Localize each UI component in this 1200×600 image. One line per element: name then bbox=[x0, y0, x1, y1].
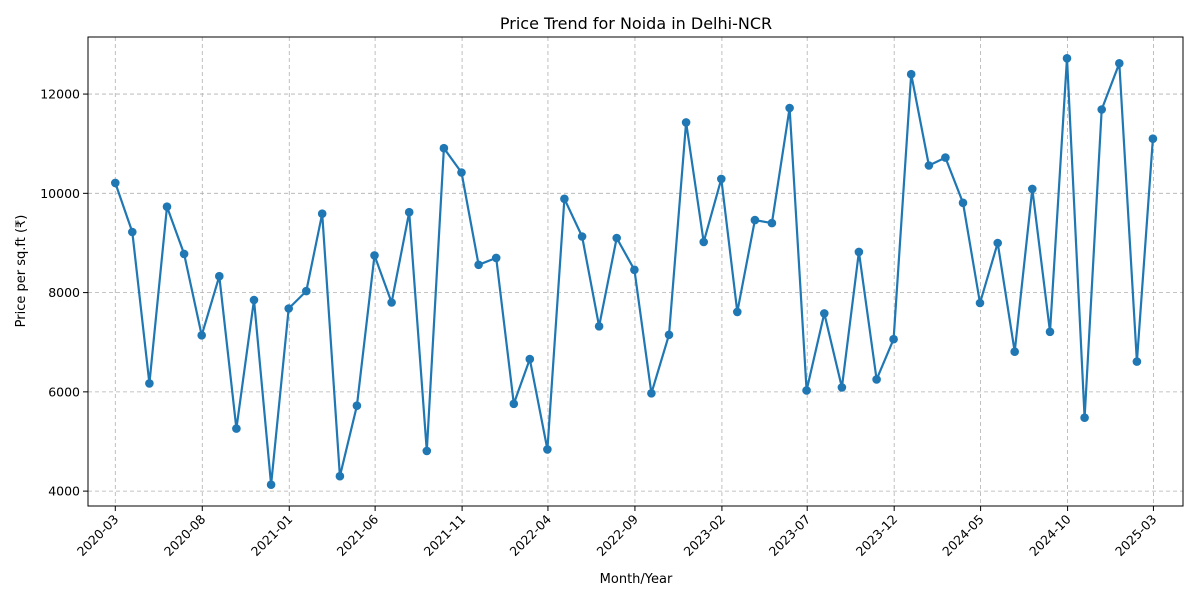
data-point bbox=[352, 401, 362, 411]
x-tick-label: 2020-08 bbox=[161, 511, 209, 559]
x-tick-label: 2024-05 bbox=[939, 512, 987, 560]
data-point bbox=[681, 118, 691, 127]
y-tick-label: 10000 bbox=[40, 186, 80, 201]
data-point bbox=[733, 307, 742, 317]
series-layer bbox=[111, 54, 1158, 490]
data-point bbox=[560, 194, 569, 204]
data-point bbox=[577, 232, 587, 241]
x-tick-label: 2021-06 bbox=[334, 511, 382, 559]
data-point bbox=[543, 445, 552, 454]
data-point bbox=[889, 334, 898, 344]
data-point bbox=[1148, 134, 1158, 143]
x-tick-label: 2023-02 bbox=[680, 512, 728, 560]
x-axis-title: Month/Year bbox=[600, 572, 673, 587]
y-tick-label: 12000 bbox=[40, 87, 80, 102]
data-point bbox=[699, 237, 708, 247]
data-point bbox=[594, 322, 604, 331]
data-point bbox=[958, 198, 968, 208]
data-point bbox=[717, 174, 726, 184]
data-point bbox=[854, 247, 864, 257]
data-point bbox=[474, 260, 483, 270]
data-point bbox=[785, 103, 794, 113]
data-point bbox=[284, 304, 294, 313]
data-point bbox=[404, 207, 414, 217]
data-point bbox=[128, 227, 137, 237]
data-point bbox=[317, 209, 327, 218]
data-point bbox=[179, 249, 189, 259]
data-point bbox=[1028, 184, 1037, 194]
data-point bbox=[335, 471, 345, 481]
data-point bbox=[232, 424, 241, 433]
plot-area-frame bbox=[87, 36, 1184, 507]
data-point bbox=[457, 168, 466, 177]
y-axis-ticks: 4000 6000 8000 10000 12000 bbox=[40, 87, 88, 499]
data-point bbox=[509, 399, 519, 409]
x-tick-label: 2025-03 bbox=[1112, 512, 1160, 560]
data-point bbox=[1097, 105, 1106, 114]
data-point bbox=[249, 295, 259, 305]
x-tick-label: 2020-03 bbox=[74, 512, 122, 560]
data-point bbox=[387, 298, 396, 307]
data-point bbox=[145, 379, 154, 388]
x-tick-label: 2023-12 bbox=[853, 512, 901, 560]
data-point bbox=[215, 271, 224, 281]
data-point bbox=[647, 389, 656, 398]
data-point bbox=[162, 202, 172, 211]
y-axis-title: Price per sq.ft (₹) bbox=[14, 215, 29, 328]
y-tick-label: 4000 bbox=[48, 484, 80, 499]
data-point bbox=[750, 215, 760, 225]
x-tick-label: 2022-09 bbox=[594, 511, 642, 559]
data-point bbox=[439, 143, 449, 153]
data-point bbox=[266, 480, 276, 490]
data-point bbox=[1132, 357, 1142, 366]
data-point bbox=[111, 178, 120, 188]
data-point bbox=[612, 233, 621, 243]
data-point bbox=[422, 446, 432, 456]
data-point bbox=[924, 161, 934, 170]
data-point bbox=[491, 253, 501, 263]
data-point bbox=[1010, 347, 1019, 357]
chart-title: Price Trend for Noida in Delhi-NCR bbox=[500, 14, 772, 33]
data-point bbox=[837, 383, 847, 392]
data-point bbox=[975, 298, 985, 308]
data-point bbox=[1045, 327, 1055, 337]
data-point bbox=[1080, 413, 1089, 423]
x-tick-label: 2023-07 bbox=[766, 512, 814, 560]
data-point bbox=[197, 331, 206, 340]
data-point bbox=[802, 386, 811, 395]
data-point bbox=[525, 354, 535, 364]
x-tick-label: 2024-10 bbox=[1026, 511, 1074, 559]
data-point bbox=[872, 375, 881, 384]
data-point bbox=[302, 286, 311, 296]
data-point bbox=[664, 330, 674, 340]
data-point bbox=[767, 218, 777, 228]
data-point bbox=[906, 69, 916, 79]
data-point bbox=[1115, 59, 1124, 68]
x-tick-label: 2022-04 bbox=[507, 511, 555, 559]
data-point bbox=[1062, 54, 1072, 63]
x-tick-label: 2021-11 bbox=[421, 512, 469, 560]
y-tick-label: 6000 bbox=[48, 384, 80, 399]
y-tick-label: 8000 bbox=[48, 285, 80, 300]
data-point bbox=[630, 265, 639, 275]
data-point bbox=[941, 153, 950, 162]
data-point bbox=[993, 238, 1002, 248]
x-axis-ticks: 2020-03 2020-08 2021-01 2021-06 2021-11 2022-… bbox=[74, 506, 1160, 559]
data-point bbox=[370, 251, 379, 260]
x-tick-label: 2021-01 bbox=[248, 512, 296, 560]
data-point bbox=[820, 309, 829, 318]
